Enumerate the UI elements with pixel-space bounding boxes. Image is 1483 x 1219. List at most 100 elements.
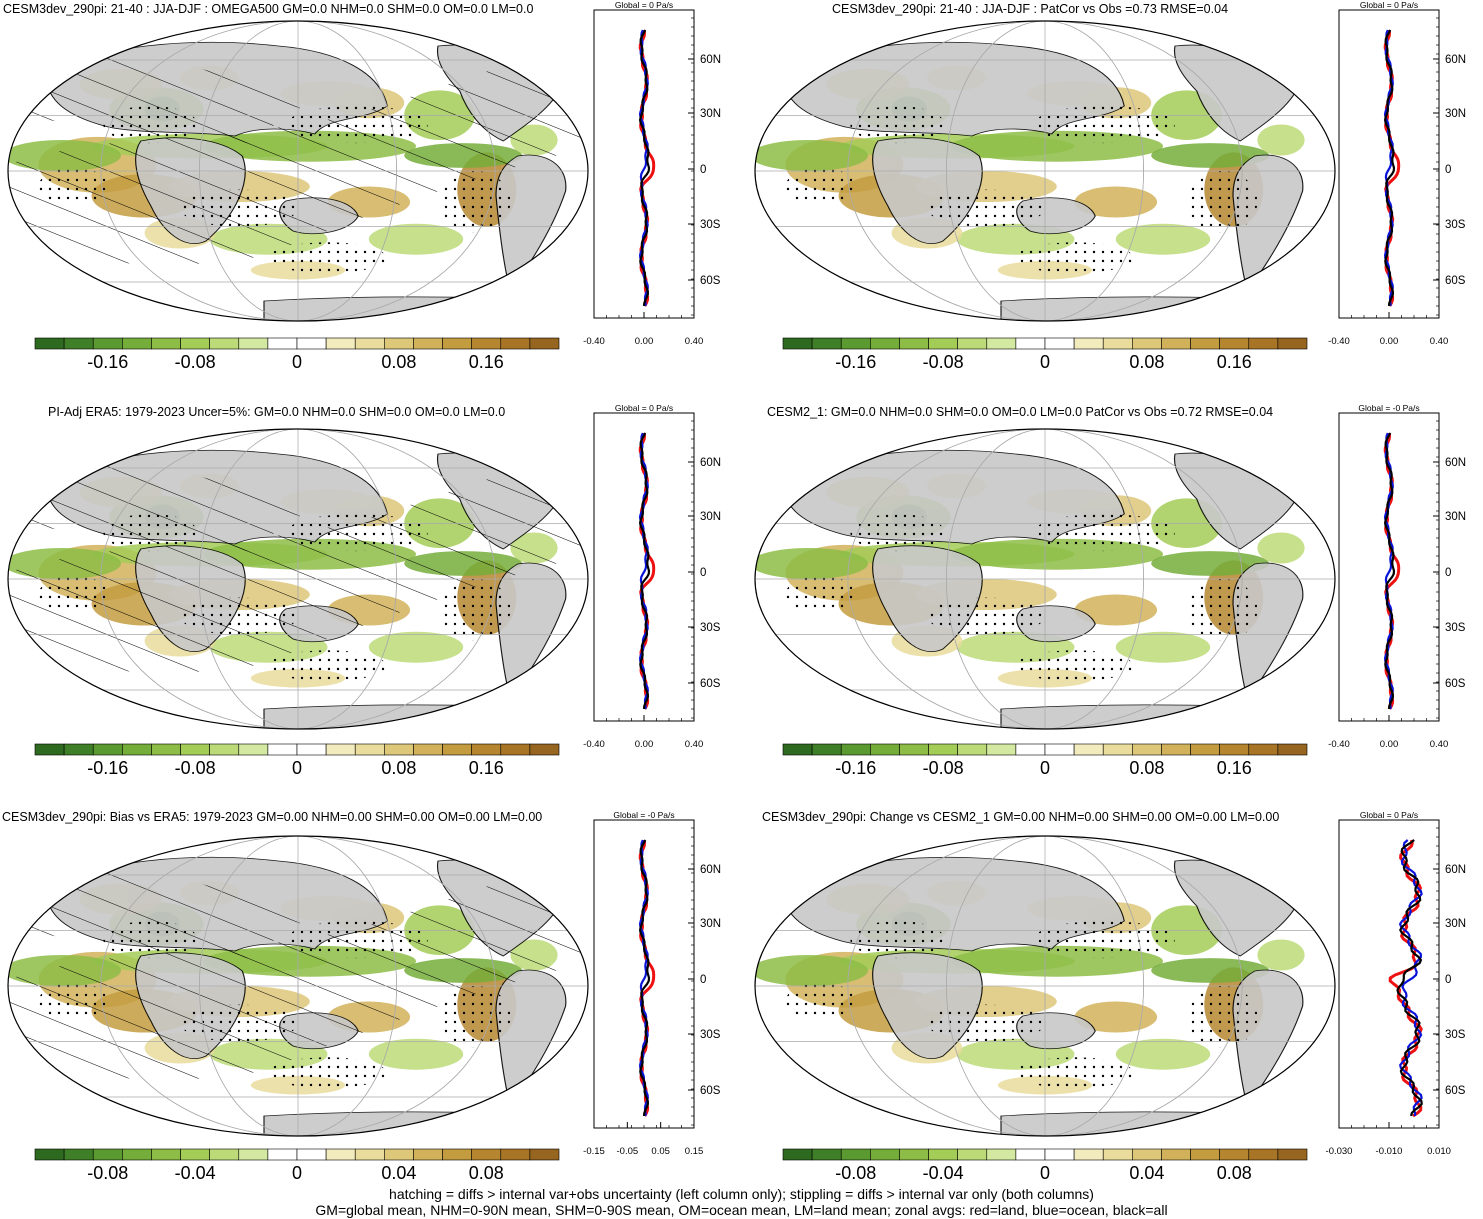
lat-tick-label: 60N (700, 457, 721, 469)
colorbar-tick-label: 0 (1040, 352, 1050, 372)
colorbar-tick-label: -0.16 (835, 758, 876, 778)
stipple-region (1187, 579, 1258, 641)
lat-tick-label: 60S (700, 1085, 721, 1097)
colorbar-swatch (239, 744, 268, 755)
colorbar-swatch (1249, 338, 1278, 349)
colorbar-swatch (64, 744, 93, 755)
colorbar-swatch (268, 744, 297, 755)
colorbar-swatch (1278, 744, 1307, 755)
zonal-panel-6: Global = 0 Pa/s60N30N030S60S-0.030-0.010… (1323, 810, 1483, 1160)
colorbar-swatch (1161, 338, 1190, 349)
colorbar-swatch (870, 744, 899, 755)
colorbar-swatch (1016, 338, 1045, 349)
colorbar-swatch (929, 744, 958, 755)
colorbar-swatch (1191, 338, 1220, 349)
zonal-title: Global = -0 Pa/s (613, 810, 674, 820)
x-tick-label: -0.05 (617, 1146, 639, 1157)
colorbar-swatch (122, 338, 151, 349)
colorbar-swatch (1045, 744, 1074, 755)
colorbar-tick-label: 0.08 (381, 758, 416, 778)
x-tick-label: -0.030 (1326, 1146, 1353, 1157)
stipple-region (1016, 1057, 1134, 1088)
land-mass (1001, 1112, 1340, 1141)
stipple-region (1033, 514, 1175, 551)
colorbar-swatch (812, 744, 841, 755)
stipple-region (1016, 650, 1134, 681)
lat-tick-label: 30N (700, 108, 721, 120)
lat-tick-label: 60N (1445, 864, 1466, 876)
lat-tick-label: 30S (700, 622, 721, 634)
colorbar-swatch (151, 338, 180, 349)
lat-tick-label: 60N (700, 54, 721, 66)
lat-tick-label: 60N (1445, 457, 1466, 469)
map-panel-3 (3, 424, 593, 734)
footer-line-2: GM=global mean, NHM=0-90N mean, SHM=0-90… (0, 1202, 1483, 1219)
colorbar-swatch (1103, 1149, 1132, 1160)
colorbar-swatch (929, 1149, 958, 1160)
colorbar-swatch (93, 1149, 122, 1160)
colorbar-swatch (443, 1149, 472, 1160)
colorbar-tick-label: 0 (1040, 1163, 1050, 1183)
colorbar-swatch (326, 1149, 355, 1160)
x-tick-label: 0.00 (1380, 739, 1399, 750)
field-blob (1116, 224, 1210, 255)
colorbar-swatch (841, 744, 870, 755)
colorbar-swatch (93, 338, 122, 349)
colorbar-swatch (783, 1149, 812, 1160)
x-tick-label: 0.00 (1380, 336, 1399, 347)
x-tick-label: -0.15 (583, 1146, 605, 1157)
colorbar-tick-label: 0.16 (469, 758, 504, 778)
field-blob (1257, 125, 1304, 156)
zonal-curve (1390, 840, 1421, 1116)
stipple-region (1033, 106, 1175, 143)
lat-tick-label: 60N (700, 864, 721, 876)
zonal-title: Global = 0 Pa/s (1360, 810, 1418, 820)
colorbar-tick-label: -0.08 (87, 1163, 128, 1183)
colorbar-tick-label: 0 (292, 1163, 302, 1183)
colorbar-swatch (151, 744, 180, 755)
land-mass (264, 705, 593, 734)
stipple-region (1016, 242, 1134, 273)
stipple-region (1187, 986, 1258, 1048)
colorbar-swatch (1045, 338, 1074, 349)
colorbar-swatch (35, 1149, 64, 1160)
x-tick-label: 0.40 (685, 336, 704, 347)
colorbar-swatch (443, 744, 472, 755)
colorbar-swatch (870, 338, 899, 349)
map-panel-6 (750, 831, 1340, 1141)
colorbar-swatch (1045, 1149, 1074, 1160)
colorbar-swatch (899, 1149, 928, 1160)
colorbar-swatch (122, 744, 151, 755)
field-blob (750, 140, 868, 171)
land-mass (264, 1112, 593, 1141)
lat-tick-label: 60N (1445, 54, 1466, 66)
colorbar-swatch (297, 744, 326, 755)
colorbar-swatch (501, 338, 530, 349)
colorbar-swatch (1191, 1149, 1220, 1160)
map-panel-2 (750, 16, 1340, 326)
colorbar-tick-label: 0 (292, 352, 302, 372)
land-mass (1001, 705, 1340, 734)
colorbar-swatch (870, 1149, 899, 1160)
colorbar-tick-label: -0.08 (923, 758, 964, 778)
colorbar-tick-label: 0.08 (1129, 352, 1164, 372)
stipple-region (269, 1057, 387, 1088)
colorbar-swatch (1074, 338, 1103, 349)
zonal-frame (1339, 820, 1439, 1128)
colorbar-tick-label: -0.08 (835, 1163, 876, 1183)
colorbar-swatch (443, 338, 472, 349)
zonal-title: Global = 0 Pa/s (615, 403, 673, 413)
colorbar-swatch (472, 1149, 501, 1160)
colorbar-tick-label: -0.08 (923, 352, 964, 372)
colorbar-swatch (1103, 744, 1132, 755)
colorbar-swatch (181, 338, 210, 349)
x-tick-label: 0.40 (1430, 336, 1449, 347)
colorbar-tick-label: 0 (292, 758, 302, 778)
panel-4-title: CESM2_1: GM=0.0 NHM=0.0 SHM=0.0 OM=0.0 L… (767, 405, 1273, 419)
colorbar-tick-label: 0.16 (469, 352, 504, 372)
